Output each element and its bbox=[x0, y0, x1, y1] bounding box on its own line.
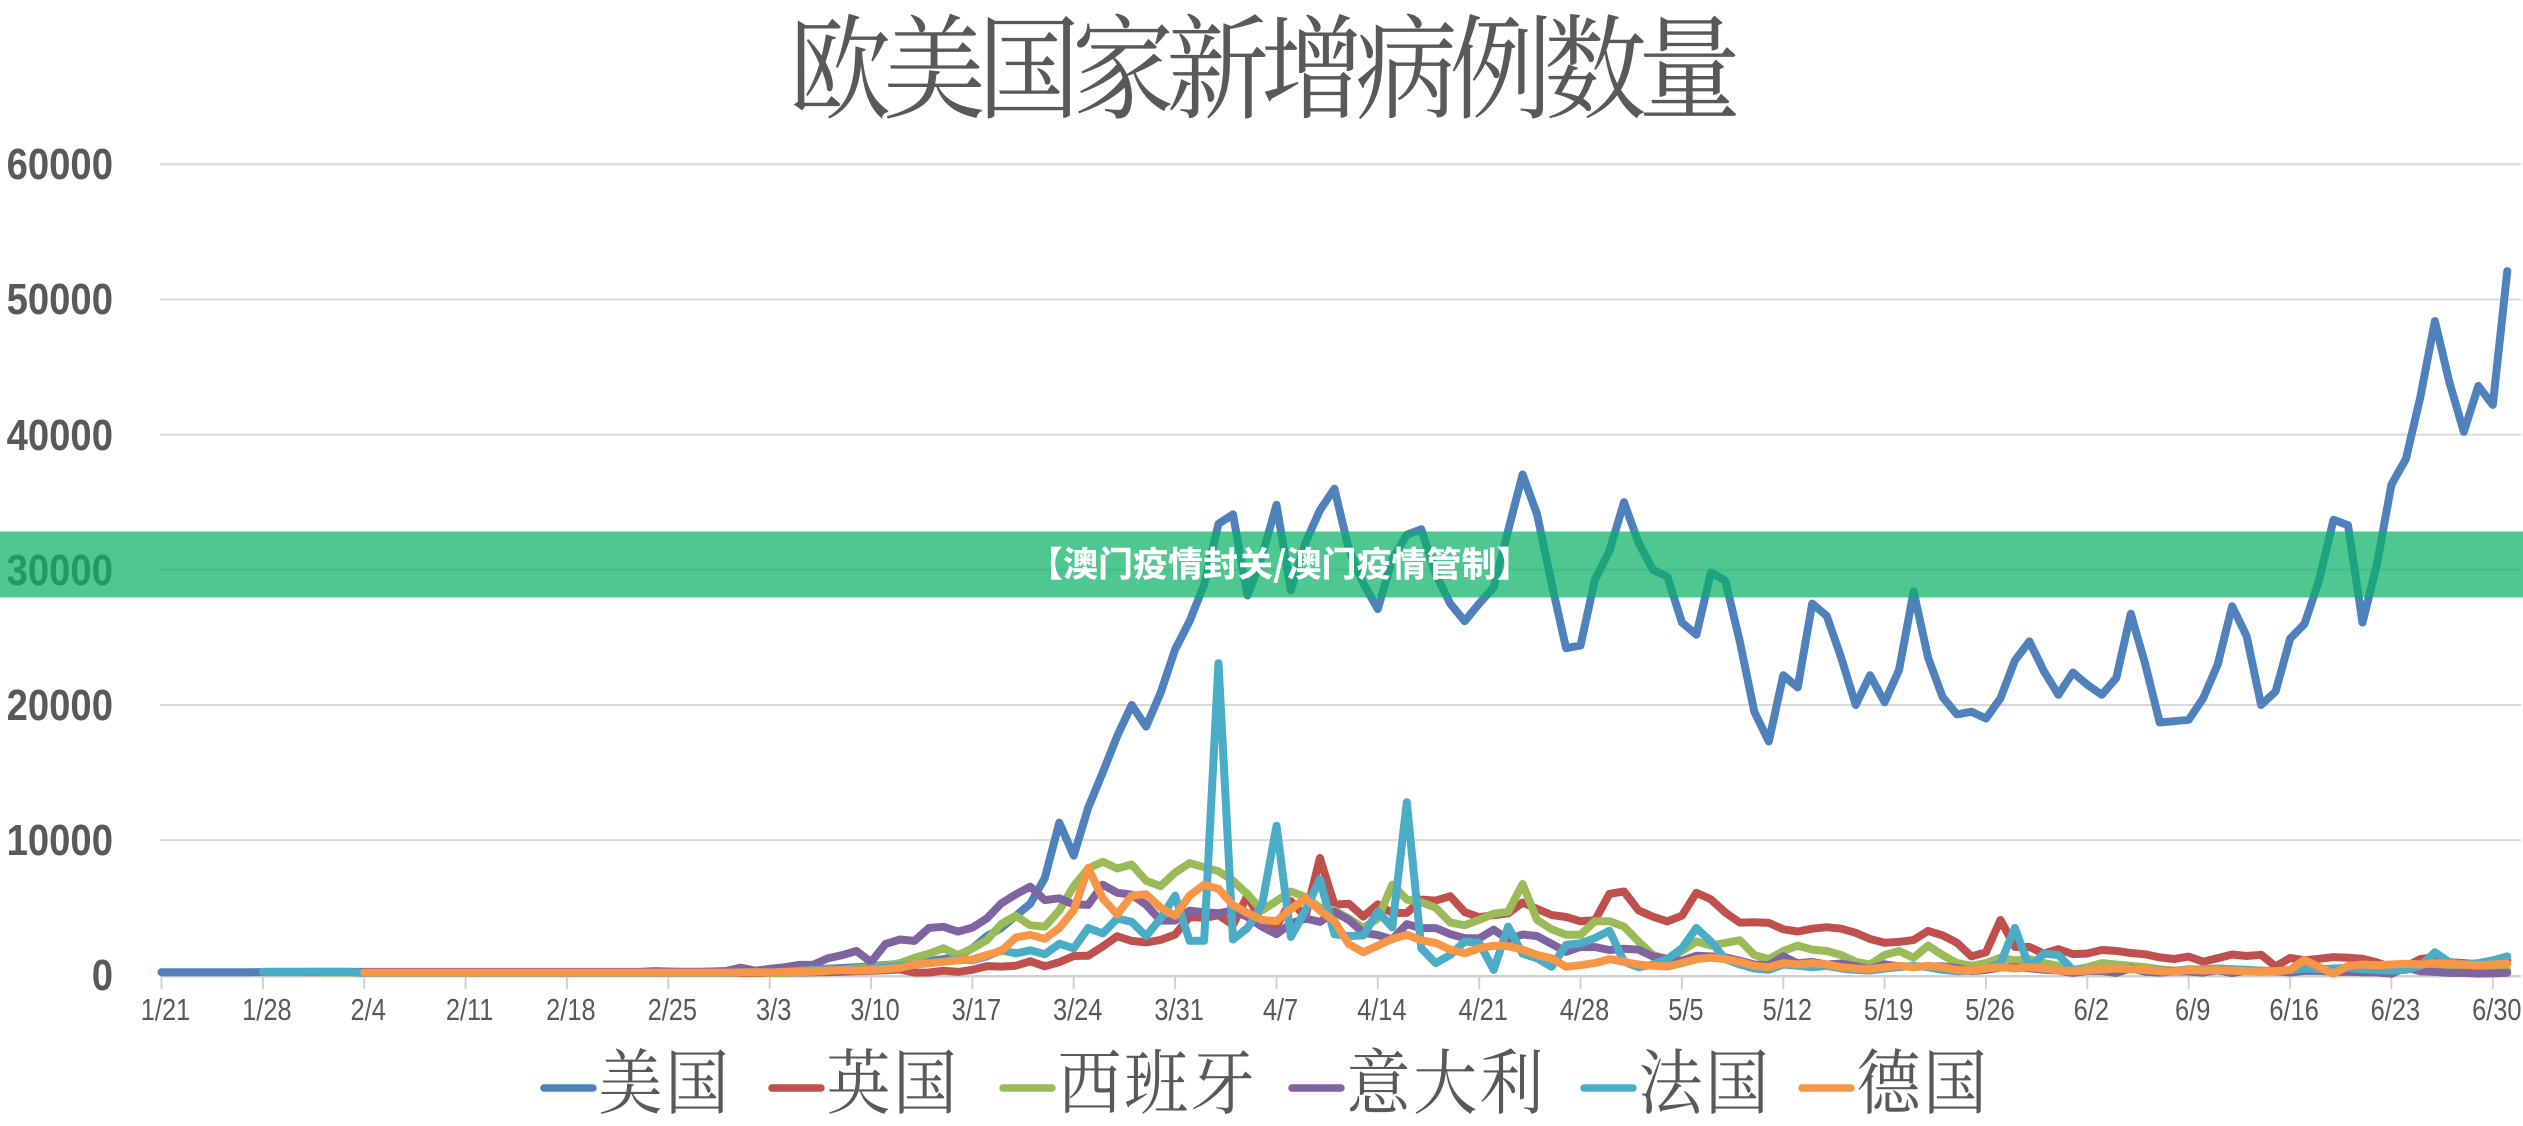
svg-text:20000: 20000 bbox=[7, 681, 113, 730]
svg-text:6/9: 6/9 bbox=[2175, 993, 2210, 1028]
svg-text:3/24: 3/24 bbox=[1053, 993, 1102, 1028]
svg-text:4/28: 4/28 bbox=[1560, 993, 1609, 1028]
svg-text:50000: 50000 bbox=[7, 275, 113, 324]
svg-text:4/7: 4/7 bbox=[1263, 993, 1298, 1028]
svg-text:3/17: 3/17 bbox=[952, 993, 1001, 1028]
svg-text:4/14: 4/14 bbox=[1357, 993, 1406, 1028]
svg-text:3/3: 3/3 bbox=[756, 993, 791, 1028]
svg-text:2/4: 2/4 bbox=[351, 993, 386, 1028]
svg-text:6/30: 6/30 bbox=[2472, 993, 2521, 1028]
svg-text:2/18: 2/18 bbox=[546, 993, 595, 1028]
svg-text:10000: 10000 bbox=[7, 816, 113, 865]
svg-text:5/5: 5/5 bbox=[1668, 993, 1703, 1028]
svg-text:3/31: 3/31 bbox=[1154, 993, 1203, 1028]
svg-text:5/19: 5/19 bbox=[1864, 993, 1913, 1028]
svg-text:60000: 60000 bbox=[7, 140, 113, 189]
svg-text:3/10: 3/10 bbox=[850, 993, 899, 1028]
svg-text:4/21: 4/21 bbox=[1458, 993, 1507, 1028]
svg-text:5/12: 5/12 bbox=[1763, 993, 1812, 1028]
svg-text:5/26: 5/26 bbox=[1965, 993, 2014, 1028]
svg-text:2/25: 2/25 bbox=[648, 993, 697, 1028]
svg-text:1/28: 1/28 bbox=[242, 993, 291, 1028]
svg-text:1/21: 1/21 bbox=[141, 993, 190, 1028]
svg-text:0: 0 bbox=[92, 951, 113, 1000]
svg-text:6/16: 6/16 bbox=[2269, 993, 2318, 1028]
svg-text:6/2: 6/2 bbox=[2074, 993, 2109, 1028]
svg-text:40000: 40000 bbox=[7, 411, 113, 460]
svg-text:6/23: 6/23 bbox=[2371, 993, 2420, 1028]
svg-text:2/11: 2/11 bbox=[446, 993, 494, 1028]
